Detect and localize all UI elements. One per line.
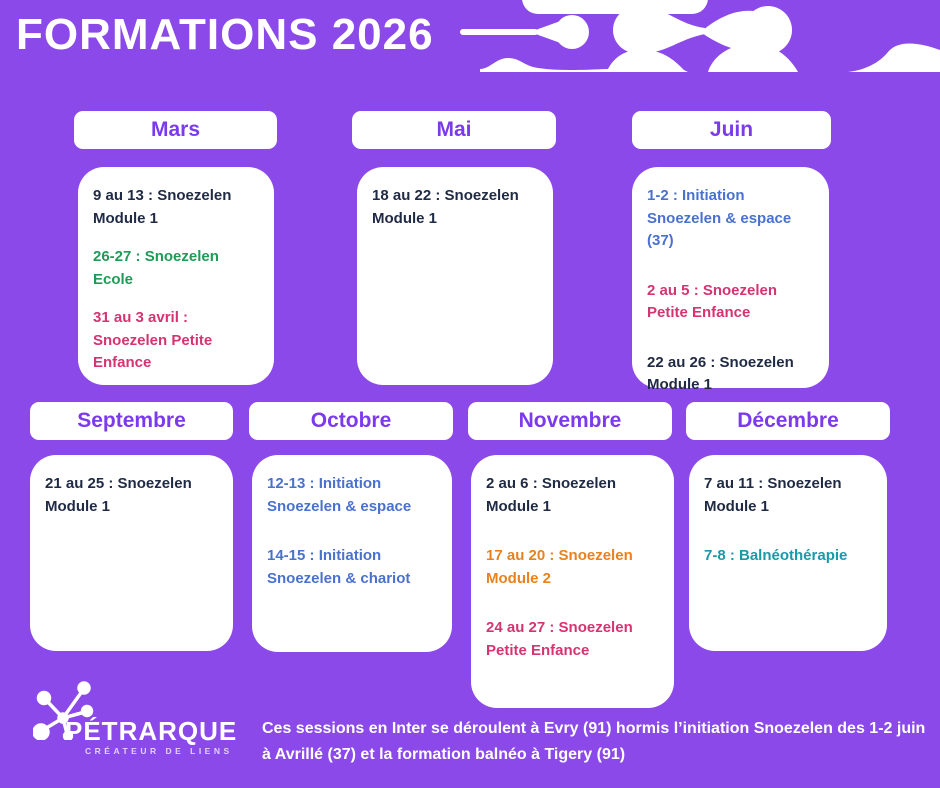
event-text: 22 au 26 : Snoezelen Module 1	[647, 353, 794, 394]
month-header-decembre: Décembre	[686, 402, 890, 440]
event-text: 21 au 25 : Snoezelen Module 1	[45, 475, 192, 515]
event-text: 26-27 : Snoezelen Ecole	[93, 248, 219, 288]
event-text: 31 au 3 avril : Snoezelen Petite Enfance	[93, 309, 213, 371]
event-text: 14-15 : Initiation Snoezelen & chariot	[267, 547, 411, 587]
month-header-juin: Juin	[632, 111, 831, 149]
event-text: 2 au 6 : Snoezelen Module 1	[486, 475, 617, 515]
event-text: 1-2 : Initiation Snoezelen & espace (37)	[647, 187, 792, 249]
month-header-novembre: Novembre	[468, 402, 672, 440]
month-card-juin: 1-2 : Initiation Snoezelen & espace (37)…	[632, 167, 829, 393]
month-header-septembre: Septembre	[30, 402, 233, 440]
logo-tagline: CRÉATEUR DE LIENS	[85, 746, 233, 756]
event-text: 7-8 : Balnéothérapie	[704, 547, 848, 564]
month-header-octobre: Octobre	[249, 402, 453, 440]
month-card-mai: 18 au 22 : Snoezelen Module 1	[357, 167, 553, 385]
event-text: 18 au 22 : Snoezelen Module 1	[372, 187, 519, 227]
event-text: 24 au 27 : Snoezelen Petite Enfance	[486, 619, 633, 659]
network-logo-icon	[33, 681, 94, 740]
event-text: 17 au 20 : Snoezelen Module 2	[486, 547, 633, 587]
month-header-mars: Mars	[74, 111, 277, 149]
month-card-mars: 9 au 13 : Snoezelen Module 1 26-27 : Sno…	[78, 167, 274, 385]
footer-note: Ces sessions en Inter se déroulent à Evr…	[262, 720, 926, 763]
page-title: FORMATIONS 2026	[16, 10, 434, 59]
month-header-mai: Mai	[352, 111, 556, 149]
logo-name: PÉTRARQUE	[65, 716, 238, 746]
month-card-novembre: 2 au 6 : Snoezelen Module 1 17 au 20 : S…	[471, 455, 674, 708]
blob-decoration	[460, 0, 940, 72]
petrarque-logo: PÉTRARQUE CRÉATEUR DE LIENS	[33, 680, 243, 765]
event-text: 12-13 : Initiation Snoezelen & espace	[267, 475, 412, 515]
event-text: 9 au 13 : Snoezelen Module 1	[93, 187, 232, 227]
event-text: 7 au 11 : Snoezelen Module 1	[704, 475, 842, 515]
month-card-octobre: 12-13 : Initiation Snoezelen & espace 14…	[252, 455, 452, 652]
event-text: 2 au 5 : Snoezelen Petite Enfance	[647, 281, 778, 322]
month-card-decembre: 7 au 11 : Snoezelen Module 1 7-8 : Balné…	[689, 455, 887, 651]
month-card-septembre: 21 au 25 : Snoezelen Module 1	[30, 455, 233, 651]
